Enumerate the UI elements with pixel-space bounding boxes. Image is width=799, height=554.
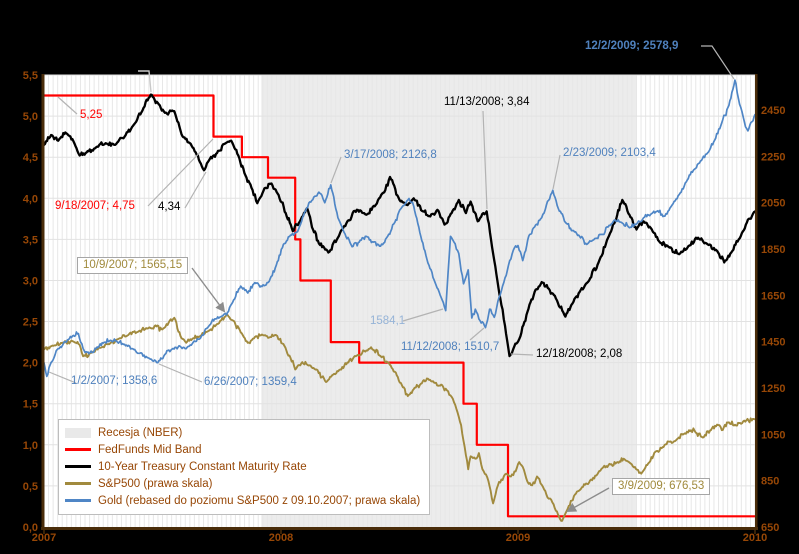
x-tick: 2010	[743, 532, 767, 544]
leader-line	[158, 363, 203, 383]
axis-spines	[41, 74, 758, 534]
y-left-tick: 5,0	[23, 111, 38, 123]
leader-line	[552, 154, 561, 190]
legend: Recesja (NBER) FedFunds Mid Band 10-Year…	[58, 419, 431, 515]
annotation-label: 12/18/2008; 2,08	[536, 348, 623, 360]
y-right-tick: 850	[761, 476, 779, 488]
leader-line	[191, 267, 226, 313]
annotation-label: 1/2/2007; 1358,6	[71, 375, 158, 387]
legend-item-treasury: 10-Year Treasury Constant Maturity Rate	[65, 458, 420, 475]
axis-tick-labels: 0,0 0,5 1,0 1,5 2,0 2,5 3,0 3,5 4,0 4,5 5,0 5,5 650 8…	[23, 70, 786, 544]
series-gold	[44, 79, 755, 378]
leader-line	[147, 138, 214, 207]
left-spine	[41, 74, 45, 528]
right-spine	[755, 74, 758, 528]
y-left-tick: 3,5	[23, 234, 38, 246]
legend-label: Gold (rebased do poziomu S&P500 z 09.10.…	[98, 494, 421, 507]
y-left-tick: 0,0	[23, 522, 38, 534]
annotation-label: 9/18/2007; 4,75	[55, 200, 135, 212]
leader-line	[566, 487, 610, 512]
leader-line	[402, 308, 444, 322]
leader-line	[482, 110, 488, 210]
legend-item-gold: Gold (rebased do poziomu S&P500 z 09.10.…	[65, 492, 420, 509]
leader-line	[48, 371, 77, 384]
y-right-tick: 1050	[761, 429, 785, 441]
leader-line	[469, 327, 485, 341]
y-left-tick: 2,5	[23, 317, 38, 329]
y-right-tick: 2450	[761, 105, 785, 117]
y-left-tick: 1,5	[23, 399, 38, 411]
annotation-leader-lines	[48, 45, 735, 512]
legend-label: Recesja (NBER)	[98, 426, 183, 439]
leader-line	[510, 353, 534, 356]
legend-label: FedFunds Mid Band	[98, 443, 202, 456]
legend-item-recession: Recesja (NBER)	[65, 424, 420, 441]
annotation-label: 4,34	[158, 201, 181, 213]
leader-line	[138, 70, 152, 93]
recession-swatch	[65, 427, 91, 438]
annotation-label: 3/17/2008; 2126,8	[344, 149, 437, 161]
leader-line	[184, 171, 207, 209]
sp500-swatch	[65, 479, 91, 489]
x-tick: 2008	[269, 532, 293, 544]
annotation-label: 11/13/2008; 3,84	[444, 96, 530, 108]
y-right-tick: 1850	[761, 244, 785, 256]
y-right-tick: 1450	[761, 337, 785, 349]
series-lines	[44, 79, 755, 522]
series-sp500	[44, 313, 755, 522]
y-left-tick: 5,5	[23, 70, 38, 82]
y-right-tick: 650	[761, 522, 779, 534]
x-tick: 2007	[32, 532, 56, 544]
annotation-label: 6/26/2007; 1359,4	[204, 376, 297, 388]
annotation-label: 12/2/2009; 2578,9	[585, 40, 679, 52]
treasury-swatch	[65, 462, 91, 472]
y-left-tick: 4,5	[23, 152, 38, 164]
fedfunds-swatch	[65, 445, 91, 455]
annotation-label: 3/9/2009; 676,53	[612, 478, 711, 495]
y-right-tick: 2050	[761, 198, 785, 210]
series-treasury-10y	[44, 93, 755, 358]
y-right-tick: 1250	[761, 383, 785, 395]
annotation-label: 2/23/2009; 2103,4	[563, 147, 656, 159]
y-left-tick: 4,0	[23, 193, 38, 205]
gold-swatch	[65, 496, 91, 506]
annotation-label: 5,25	[80, 109, 103, 121]
legend-item-fedfunds: FedFunds Mid Band	[65, 441, 420, 458]
legend-item-sp500: S&P500 (prawa skala)	[65, 475, 420, 492]
legend-label: S&P500 (prawa skala)	[98, 477, 213, 490]
annotation-label: 11/12/2008; 1510,7	[401, 341, 500, 353]
leader-line	[701, 45, 735, 80]
annotation-label: 1584,1	[370, 315, 406, 327]
bottom-spine	[41, 527, 758, 530]
y-left-tick: 2,0	[23, 358, 38, 370]
legend-label: 10-Year Treasury Constant Maturity Rate	[98, 460, 307, 473]
y-right-tick: 1650	[761, 290, 785, 302]
x-tick: 2009	[506, 532, 530, 544]
annotation-label: 10/9/2007; 1565,15	[77, 257, 189, 274]
y-left-tick: 1,0	[23, 440, 38, 452]
leader-line	[330, 156, 342, 184]
y-right-tick: 2250	[761, 151, 785, 163]
series-fedfunds	[44, 94, 755, 518]
y-left-tick: 3,0	[23, 275, 38, 287]
y-left-tick: 0,5	[23, 481, 38, 493]
leader-line	[57, 96, 78, 115]
